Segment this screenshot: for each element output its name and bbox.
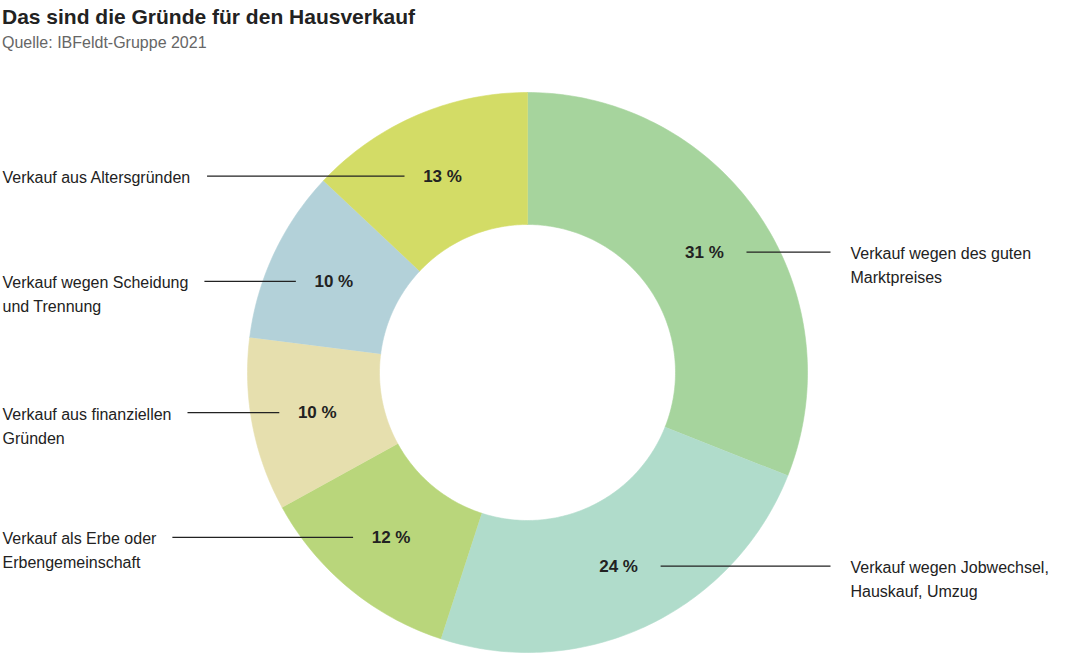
- html-text:Das sind die Gründe für den Ha: Das sind die Gründe für den Hausverkauf: [2, 5, 416, 28]
- svg-text:10 %: 10 %: [314, 272, 353, 291]
- svg-text:Verkauf wegen Scheidungund Tre: Verkauf wegen Scheidungund Trennung: [3, 274, 189, 315]
- svg-text:Verkauf wegen des gutenMarktpr: Verkauf wegen des gutenMarktpreises: [851, 245, 1032, 286]
- svg-text:Verkauf aus finanziellenGründe: Verkauf aus finanziellenGründen: [3, 406, 172, 447]
- html-text:Quelle: IBFeldt-Gruppe 2021: Quelle: IBFeldt-Gruppe 2021: [2, 34, 207, 51]
- svg-text:Verkauf wegen Jobwechsel,Hausk: Verkauf wegen Jobwechsel,Hauskauf, Umzug: [851, 559, 1049, 600]
- svg-text:24 %: 24 %: [599, 557, 638, 576]
- svg-text:31 %: 31 %: [685, 243, 724, 262]
- svg-text:Verkauf als Erbe oderErbengeme: Verkauf als Erbe oderErbengemeinschaft: [3, 530, 158, 571]
- svg-text:13 %: 13 %: [423, 167, 462, 186]
- svg-text:10 %: 10 %: [298, 403, 337, 422]
- svg-text:Verkauf aus Altersgründen: Verkauf aus Altersgründen: [3, 169, 191, 186]
- svg-text:12 %: 12 %: [372, 528, 411, 547]
